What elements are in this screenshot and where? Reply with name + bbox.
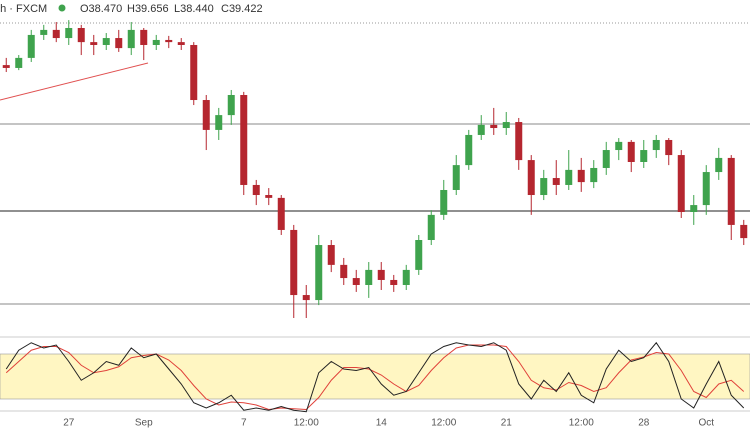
x-tick-label: 12:00 (294, 418, 319, 429)
x-tick-label: 14 (376, 418, 388, 429)
candle-body (265, 195, 273, 198)
time-axis: 27 Sep 7 12:00 14 12:00 21 12:00 28 Oct (63, 418, 714, 429)
candle-body (15, 57, 23, 68)
candle-body (165, 39, 173, 43)
candle-body (152, 39, 160, 45)
candle-body (477, 124, 485, 135)
candle-body (65, 27, 73, 39)
trend-line (0, 62, 149, 101)
candle-body (202, 100, 210, 130)
candle-body (315, 245, 323, 301)
oscillator-line (5, 341, 745, 413)
candle-body (377, 269, 385, 280)
candle-body (465, 134, 473, 166)
candle-body (302, 295, 310, 301)
candle-body (452, 165, 460, 190)
candle-body (2, 65, 10, 68)
ohlc-value: O38.470 (80, 3, 122, 15)
candle-body (652, 139, 660, 151)
candle-body (490, 124, 498, 129)
x-tick-label: 27 (63, 418, 75, 429)
candle-body (252, 184, 260, 196)
candle-body (90, 42, 98, 45)
candle-body (40, 29, 48, 35)
candle-body (52, 29, 60, 39)
ohlc-value: C39.422 (221, 3, 263, 15)
x-tick-label: 28 (638, 418, 650, 429)
candle-body (340, 264, 348, 279)
candle-body (352, 278, 360, 285)
candle-body (77, 27, 85, 43)
candle-body (715, 157, 723, 173)
candle-body (240, 94, 248, 185)
candle-body (515, 122, 523, 161)
candle-body (702, 172, 710, 206)
candle-body (540, 178, 548, 196)
ohlc-value: H39.656 (127, 3, 169, 15)
candle-body (115, 38, 123, 49)
candle-body (502, 122, 510, 129)
candle-body (190, 44, 198, 101)
candle-body (415, 240, 423, 270)
candle-body (590, 167, 598, 183)
x-tick-label: 12:00 (569, 418, 594, 429)
candle-body (327, 245, 335, 265)
candle-body (215, 115, 223, 130)
x-tick-label: 21 (501, 418, 513, 429)
candle-body (552, 178, 560, 185)
candle-body (365, 269, 373, 285)
candle-body (627, 141, 635, 162)
candle-body (690, 205, 698, 213)
candle-body (665, 139, 673, 156)
candle-body (102, 38, 110, 45)
symbol-info: 4h · FXCM (0, 3, 47, 15)
candle-body (177, 42, 185, 45)
candle-body (127, 29, 135, 49)
candle-body (390, 279, 398, 285)
candle-body (615, 141, 623, 151)
candle-body (227, 94, 235, 116)
candle-body (640, 150, 648, 162)
candle-body (577, 169, 585, 183)
candle-body (402, 269, 410, 285)
x-tick-label: Oct (698, 418, 714, 429)
candle-body (427, 214, 435, 241)
candle-body (290, 229, 298, 296)
x-tick-label: 7 (241, 418, 247, 429)
candle-body (740, 224, 748, 239)
candle-body (602, 150, 610, 168)
candle-body (727, 157, 735, 225)
ohlc-value: L38.440 (174, 3, 214, 15)
candle-body (440, 189, 448, 215)
market-status[interactable] (58, 4, 66, 12)
candle-body (277, 197, 285, 230)
candle-body (140, 29, 148, 45)
candle-body (27, 34, 35, 58)
x-tick-label: Sep (135, 418, 153, 429)
oscillator-line (5, 344, 745, 411)
candle-body (527, 160, 535, 196)
candle-body (565, 169, 573, 185)
candle-body (677, 155, 685, 213)
x-tick-label: 12:00 (431, 418, 456, 429)
